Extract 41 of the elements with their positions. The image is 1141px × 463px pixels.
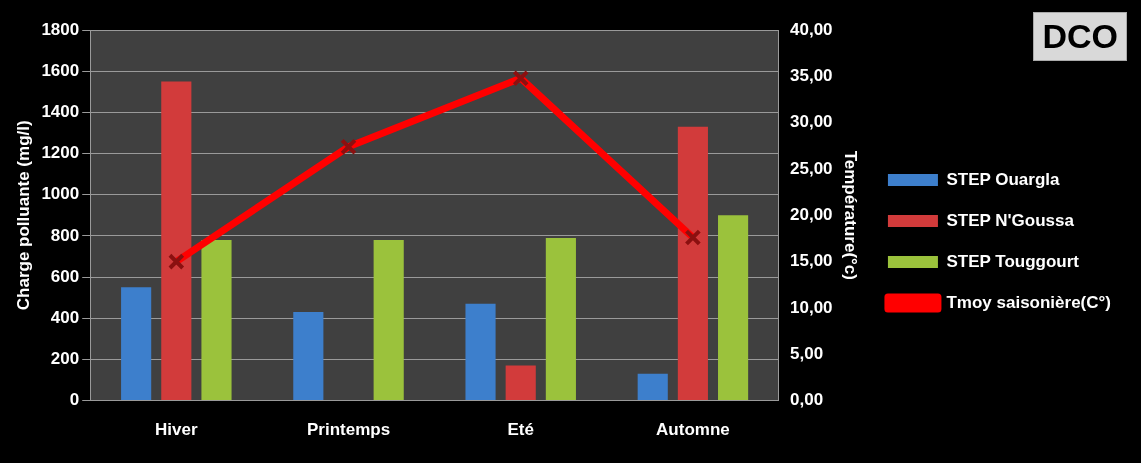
bar <box>718 215 749 401</box>
y-tick-label: 1800 <box>41 19 80 39</box>
y2-tick-label: 10,00 <box>790 297 833 317</box>
y-tick-label: 1200 <box>41 143 80 163</box>
x-tick-label: Eté <box>507 420 534 440</box>
y2-tick-label: 0,00 <box>790 390 824 410</box>
y-tick-label: 1600 <box>41 60 80 80</box>
y-tick-label: 1400 <box>41 102 80 122</box>
y2-tick-label: 25,00 <box>790 158 833 178</box>
y2-tick-label: 5,00 <box>790 343 824 363</box>
bar <box>505 365 536 401</box>
y-tick-label: 200 <box>50 349 80 369</box>
y2-tick-label: 15,00 <box>790 251 833 271</box>
legend-label: Tmoy saisonière(C°) <box>946 292 1112 312</box>
y2-tick-label: 40,00 <box>790 19 833 39</box>
y2-tick-label: 20,00 <box>790 204 833 224</box>
legend-label: STEP N'Goussa <box>946 210 1075 230</box>
y-tick-label: 1000 <box>41 184 80 204</box>
legend-label: STEP Touggourt <box>946 251 1080 271</box>
bar <box>121 287 152 401</box>
y2-tick-label: 30,00 <box>790 112 833 132</box>
y-tick-label: 400 <box>50 307 80 327</box>
y2-axis-title: Température(°c) <box>841 150 861 280</box>
bar <box>637 373 668 401</box>
y-tick-label: 800 <box>50 225 80 245</box>
y-tick-label: 600 <box>50 266 80 286</box>
bar <box>373 240 404 401</box>
y-axis-title: Charge polluante (mg/l) <box>13 120 33 311</box>
x-tick-label: Hiver <box>155 420 198 440</box>
y-tick-label: 0 <box>69 390 80 410</box>
bar <box>293 312 324 401</box>
y2-tick-label: 35,00 <box>790 66 833 86</box>
bar <box>465 303 496 401</box>
x-tick-label: Printemps <box>306 420 391 440</box>
bar <box>545 237 576 401</box>
text: DCO <box>1033 12 1127 61</box>
bar <box>201 240 232 401</box>
bar <box>161 81 192 401</box>
bar <box>677 126 708 401</box>
x-tick-label: Automne <box>656 420 730 440</box>
legend-label: STEP Ouargla <box>946 169 1061 189</box>
